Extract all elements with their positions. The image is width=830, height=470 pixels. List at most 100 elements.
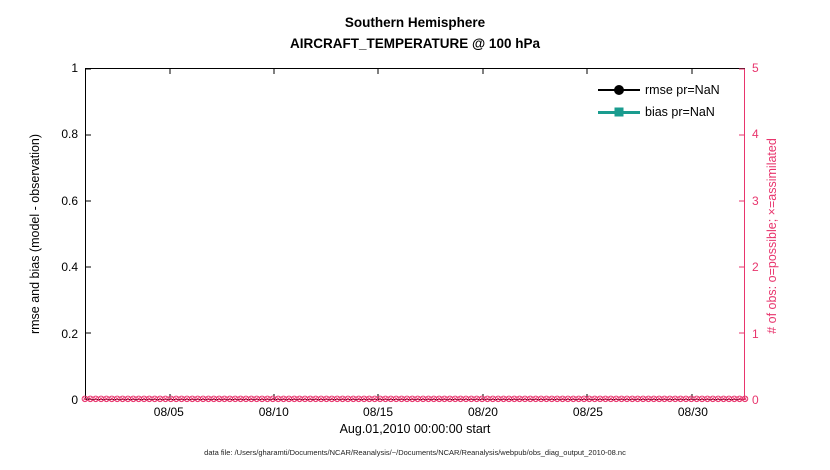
obs-count-marker-icon: ⊗ (354, 394, 363, 405)
x-axis-tick-label: 08/15 (363, 405, 394, 419)
obs-count-marker-icon: ⊗ (123, 394, 133, 405)
obs-count-marker-icon: ⊗ (322, 394, 331, 405)
obs-count-marker-icon: ⊗ (574, 394, 583, 405)
x-tick-mark-top (691, 69, 693, 74)
obs-count-marker-icon: ⊗ (510, 394, 519, 405)
obs-count-marker-icon: ⊗ (381, 394, 390, 405)
y-axis-right-tick-label: 0 (752, 393, 759, 407)
obs-count-marker-icon: ⊗ (595, 394, 605, 405)
obs-count-marker-icon: ⊗ (365, 394, 374, 405)
obs-count-marker-icon: ⊗ (445, 394, 455, 405)
obs-count-marker-icon: ⊗ (440, 394, 449, 405)
obs-count-marker-icon: ⊗ (434, 394, 444, 405)
obs-count-marker-icon: ⊗ (343, 394, 353, 405)
x-tick-mark (482, 394, 484, 399)
obs-count-marker-icon: ⊗ (193, 394, 202, 405)
right-tick-mark (739, 200, 744, 202)
obs-count-marker-icon: ⊗ (273, 394, 283, 405)
obs-count-marker-icon: ⊗ (386, 394, 396, 405)
rmse-circle-marker-icon (614, 85, 624, 95)
x-tick-mark-top (377, 69, 379, 74)
obs-count-marker-icon: ⊗ (628, 394, 637, 405)
obs-count-marker-icon: ⊗ (112, 394, 122, 405)
y-axis-left-tick-label: 0.8 (61, 127, 78, 142)
obs-count-marker-icon: ⊗ (177, 394, 186, 405)
obs-count-marker-icon: ⊗ (660, 394, 669, 405)
right-tick-mark (739, 332, 744, 334)
obs-count-marker-icon: ⊗ (306, 394, 315, 405)
obs-count-marker-icon: ⊗ (413, 394, 422, 405)
right-tick-mark (739, 68, 744, 70)
obs-count-marker-icon: ⊗ (488, 394, 497, 405)
y-axis-left-tick-label: 1 (71, 61, 78, 75)
obs-count-marker-icon: ⊗ (236, 394, 245, 405)
obs-count-marker-icon: ⊗ (241, 394, 251, 405)
bias-line-sample (598, 107, 640, 117)
obs-count-marker-icon: ⊗ (161, 394, 170, 405)
right-tick-mark (739, 134, 744, 136)
obs-count-marker-icon: ⊗ (204, 394, 213, 405)
y-axis-right-tick-label: 2 (752, 260, 759, 275)
obs-count-marker-icon: ⊗ (612, 394, 621, 405)
legend: rmse pr=NaN bias pr=NaN (598, 79, 720, 123)
obs-count-marker-icon: ⊗ (392, 394, 401, 405)
obs-count-marker-icon: ⊗ (188, 394, 197, 405)
obs-count-marker-icon: ⊗ (579, 394, 589, 405)
right-tick-mark (739, 398, 744, 400)
obs-count-marker-icon: ⊗ (520, 394, 530, 405)
obs-count-marker-icon: ⊗ (429, 394, 438, 405)
y-axis-left-tick-label: 0.6 (61, 193, 78, 208)
x-tick-mark-top (586, 69, 588, 74)
obs-count-marker-icon: ⊗ (91, 394, 100, 405)
obs-count-marker-icon: ⊗ (735, 394, 744, 405)
obs-count-marker-icon: ⊗ (638, 394, 648, 405)
legend-label-bias: bias pr=NaN (645, 105, 715, 119)
obs-count-marker-icon: ⊗ (493, 394, 503, 405)
obs-count-marker-icon: ⊗ (703, 394, 712, 405)
x-axis-tick-label: 08/30 (677, 405, 708, 419)
obs-count-marker-icon: ⊗ (526, 394, 535, 405)
obs-count-marker-icon: ⊗ (418, 394, 428, 405)
x-axis-tick-label: 08/10 (258, 405, 289, 419)
obs-count-marker-icon: ⊗ (118, 394, 127, 405)
obs-count-marker-icon: ⊗ (451, 394, 460, 405)
legend-label-rmse: rmse pr=NaN (645, 83, 720, 97)
left-tick-mark (86, 332, 91, 334)
obs-count-marker-icon: ⊗ (370, 394, 379, 405)
y-axis-right-tick-label: 1 (752, 326, 759, 341)
x-axis-label: Aug.01,2010 00:00:00 start (339, 422, 491, 436)
obs-count-marker-icon: ⊗ (359, 394, 369, 405)
obs-count-marker-icon: ⊗ (649, 394, 658, 405)
y-axis-left-tick-label: 0.4 (61, 260, 78, 275)
x-tick-mark (273, 394, 275, 399)
legend-item-bias: bias pr=NaN (598, 101, 720, 123)
obs-count-marker-icon: ⊗ (569, 394, 578, 405)
obs-count-marker-icon: ⊗ (461, 394, 471, 405)
obs-count-marker-icon: ⊗ (263, 394, 272, 405)
x-axis-tick-label: 08/20 (467, 405, 498, 419)
left-tick-mark (86, 200, 91, 202)
obs-count-marker-icon: ⊗ (547, 394, 557, 405)
obs-count-marker-icon: ⊗ (719, 394, 728, 405)
obs-count-marker-icon: ⊗ (198, 394, 208, 405)
x-tick-mark (586, 394, 588, 399)
obs-count-marker-icon: ⊗ (129, 394, 138, 405)
obs-count-marker-icon: ⊗ (590, 394, 599, 405)
obs-count-marker-icon: ⊗ (172, 394, 181, 405)
obs-count-marker-icon: ⊗ (499, 394, 508, 405)
obs-count-marker-icon: ⊗ (558, 394, 567, 405)
obs-count-marker-icon: ⊗ (182, 394, 192, 405)
obs-count-marker-icon: ⊗ (150, 394, 159, 405)
obs-count-marker-icon: ⊗ (601, 394, 610, 405)
x-tick-mark (377, 394, 379, 399)
obs-count-marker-icon: ⊗ (676, 394, 685, 405)
y-axis-right-label: # of obs: o=possible; ×=assimilated (765, 138, 779, 334)
obs-count-marker-icon: ⊗ (166, 394, 176, 405)
obs-count-marker-icon: ⊗ (671, 394, 680, 405)
chart-title: Southern Hemisphere AIRCRAFT_TEMPERATURE… (85, 12, 745, 54)
obs-count-marker-icon: ⊗ (332, 394, 342, 405)
y-axis-right-tick-label: 4 (752, 127, 759, 142)
obs-count-marker-icon: ⊗ (279, 394, 288, 405)
obs-count-marker-icon: ⊗ (247, 394, 256, 405)
